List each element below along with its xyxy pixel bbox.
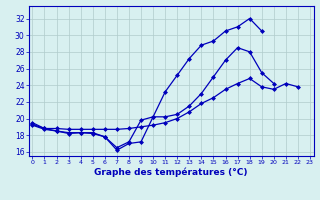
X-axis label: Graphe des températures (°C): Graphe des températures (°C) [94,168,248,177]
